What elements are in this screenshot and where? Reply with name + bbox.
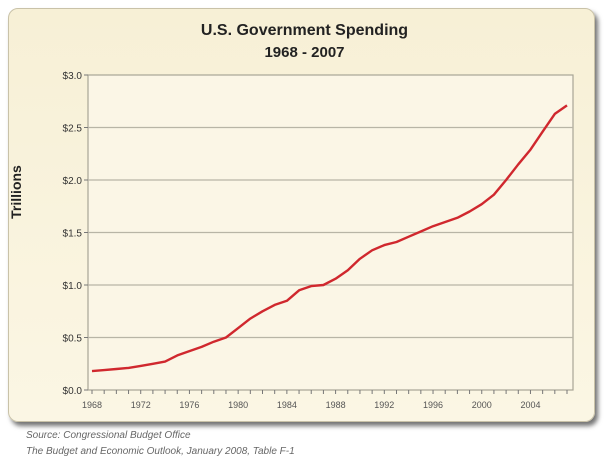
x-tick-label: 2000 (472, 400, 492, 410)
y-tick-label: $0.5 (63, 334, 83, 345)
y-tick-label: $1.5 (63, 229, 83, 240)
x-tick-label: 1996 (423, 400, 443, 410)
y-tick-label: $3.0 (63, 71, 83, 82)
x-tick-label: 1984 (277, 400, 297, 410)
x-tick-label: 2004 (520, 400, 540, 410)
y-tick-label: $2.0 (63, 176, 83, 187)
x-tick-label: 1992 (374, 400, 394, 410)
source-line-1: Source: Congressional Budget Office (26, 430, 191, 441)
y-tick-label: $0.0 (63, 386, 83, 397)
x-tick-label: 1968 (82, 400, 102, 410)
x-tick-label: 1988 (326, 400, 346, 410)
source-line-2: The Budget and Economic Outlook, January… (26, 446, 295, 457)
y-tick-label: $1.0 (63, 281, 83, 292)
x-tick-label: 1980 (228, 400, 248, 410)
x-tick-label: 1972 (131, 400, 151, 410)
x-tick-label: 1976 (179, 400, 199, 410)
y-tick-label: $2.5 (63, 124, 83, 135)
